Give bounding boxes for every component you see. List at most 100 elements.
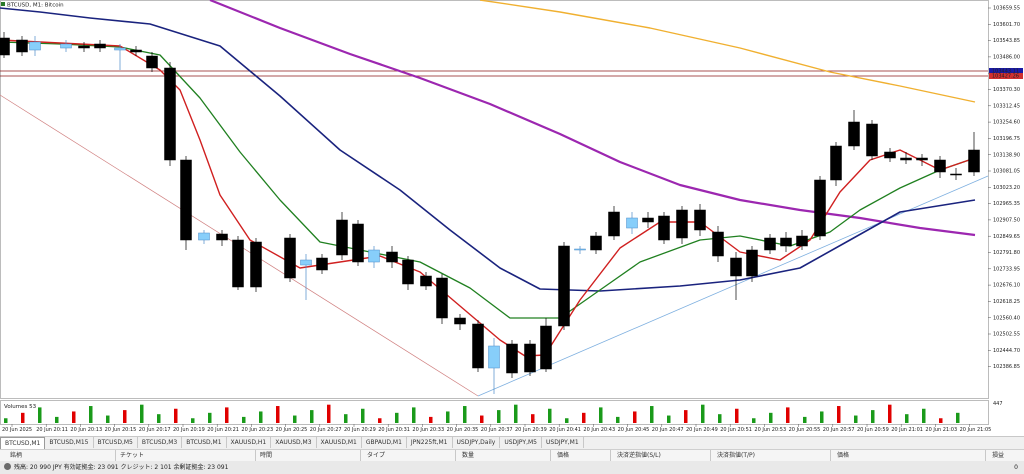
candle-body-13 (232, 239, 244, 288)
volume-bar-31 (531, 414, 535, 423)
candle-body-32 (574, 248, 586, 251)
account-status-row[interactable]: 残高: 20 990 JPY 有効証拠金: 23 091 クレジット: 2 10… (0, 461, 1024, 474)
price-chart[interactable]: 103659.55 103601.70 103543.85 103486.00 1034… (0, 0, 1024, 432)
volume-bar-55 (939, 418, 943, 423)
candle-body-20 (368, 249, 380, 263)
volume-bar-7 (123, 410, 127, 423)
time-axis-label: 20 Jun 20:45 (618, 427, 650, 432)
price-axis-label: 103023.20 (993, 185, 1020, 191)
ma-purple-line (209, 0, 976, 237)
volume-bar-47 (803, 416, 807, 423)
candle-body-39 (694, 209, 706, 231)
candle-body-40 (712, 231, 724, 257)
account-balance-text: 残高: 20 990 JPY 有効証拠金: 23 091 クレジット: 2 10… (14, 464, 229, 471)
time-axis-label: 20 Jun 2025 (2, 427, 32, 432)
volume-bar-38 (650, 406, 654, 423)
candle-body-55 (968, 149, 980, 173)
volume-bar-41 (701, 404, 705, 423)
chart-tab-12[interactable]: USDJPY,M1 (542, 437, 584, 448)
time-axis-label: 20 Jun 20:43 (583, 427, 615, 432)
price-axis-label: 103254.60 (993, 120, 1020, 126)
volume-bar-46 (786, 407, 790, 423)
candle-body-52 (916, 157, 928, 161)
volume-bar-56 (956, 412, 960, 423)
column-volume[interactable]: 数量 (455, 450, 474, 461)
volume-bar-27 (463, 406, 467, 423)
volume-bar-18 (310, 410, 314, 423)
time-axis-label: 20 Jun 20:55 (789, 427, 821, 432)
candle-body-6 (114, 47, 126, 51)
chart-tab-8[interactable]: GBPAUD,M1 (362, 437, 407, 448)
volume-bar-21 (361, 408, 365, 423)
price-axis-label: 103659.55 (993, 6, 1020, 12)
time-axis-label: 20 Jun 21:05 (960, 427, 992, 432)
column-take-profit[interactable]: 決済指値(T/P) (710, 450, 755, 461)
price-axis-label: 103138.90 (993, 152, 1020, 158)
time-axis-label: 20 Jun 20:53 (754, 427, 786, 432)
chart-tab-7[interactable]: XAUUSD,M1 (317, 437, 362, 448)
volume-bar-50 (854, 415, 858, 423)
price-axis-label: 103081.05 (993, 169, 1020, 175)
price-axis-label: 103312.45 (993, 103, 1020, 109)
chart-window[interactable]: 103659.55 103601.70 103543.85 103486.00 1034… (0, 0, 1024, 432)
column-price[interactable]: 価格 (550, 450, 569, 461)
candle-body-19 (352, 223, 364, 263)
price-axis-label: 103543.85 (993, 38, 1020, 44)
chart-title-icon (1, 2, 5, 6)
volume-bar-36 (616, 416, 620, 423)
candle-body-10 (180, 159, 192, 241)
volume-bar-6 (106, 415, 110, 423)
chart-tab-4[interactable]: BTCUSD,M1 (182, 437, 227, 448)
candle-body-50 (884, 151, 896, 159)
candle-body-29 (524, 343, 536, 373)
time-axis-label: 20 Jun 20:39 (515, 427, 547, 432)
chart-tab-11[interactable]: USDJPY,M5 (500, 437, 542, 448)
trend-line-up (477, 175, 989, 397)
time-axis-label: 20 Jun 20:13 (70, 427, 102, 432)
column-current-price[interactable]: 価格 (830, 450, 849, 461)
volume-bar-4 (72, 411, 76, 423)
main-plot-frame (0, 0, 989, 399)
chart-tab-5[interactable]: XAUUSD,H1 (227, 437, 272, 448)
column-profit[interactable]: 損益 (985, 450, 1004, 461)
candle-body-36 (642, 217, 654, 223)
chart-tab-0[interactable]: BTCUSD,M1 (0, 437, 46, 449)
time-axis-label: 20 Jun 20:33 (412, 427, 444, 432)
price-axis-label: 102849.65 (993, 234, 1020, 240)
column-type[interactable]: タイプ (360, 450, 385, 461)
column-symbol[interactable]: 銘柄 (10, 452, 23, 459)
candle-body-7 (130, 49, 142, 53)
candle-body-47 (830, 145, 842, 181)
time-axis-label: 20 Jun 20:49 (686, 427, 718, 432)
chart-tab-9[interactable]: JPN225ft,M1 (407, 437, 453, 448)
chart-tab-10[interactable]: USDJPY,Daily (453, 437, 501, 448)
candle-body-53 (934, 159, 946, 173)
time-axis-label: 20 Jun 20:21 (207, 427, 239, 432)
volume-bar-0 (4, 418, 8, 423)
candle-body-22 (402, 259, 414, 285)
volume-bar-8 (140, 404, 144, 423)
time-axis-label: 20 Jun 20:31 (378, 427, 410, 432)
candle-body-18 (336, 219, 348, 256)
time-axis-label: 20 Jun 20:11 (36, 427, 68, 432)
column-time[interactable]: 時間 (255, 450, 272, 461)
volume-bar-23 (395, 412, 399, 423)
candle-body-38 (676, 209, 688, 239)
chart-tab-6[interactable]: XAUUSD,M3 (271, 437, 317, 448)
volume-bar-12 (208, 412, 212, 423)
ma-orange-line (479, 0, 976, 103)
column-ticket[interactable]: チケット (115, 450, 144, 461)
candle-body-9 (164, 67, 176, 161)
time-axis-label: 20 Jun 20:29 (344, 427, 376, 432)
price-tag-label-1: 103427.26 (992, 74, 1019, 80)
volume-bar-9 (157, 414, 161, 423)
candle-body-11 (198, 232, 210, 241)
chart-tab-2[interactable]: BTCUSD,M5 (94, 437, 138, 448)
chart-tab-3[interactable]: BTCUSD,M3 (138, 437, 183, 448)
candle-body-8 (146, 55, 158, 69)
chart-tab-1[interactable]: BTCUSD,M15 (45, 437, 94, 448)
volume-bar-25 (429, 416, 433, 423)
column-stop-loss[interactable]: 決済逆指値(S/L) (610, 450, 661, 461)
chart-tab-bar: BTCUSD,M1 BTCUSD,M15 BTCUSD,M5 BTCUSD,M3 BTC… (0, 436, 1024, 449)
price-axis-label: 103370.30 (993, 87, 1020, 93)
